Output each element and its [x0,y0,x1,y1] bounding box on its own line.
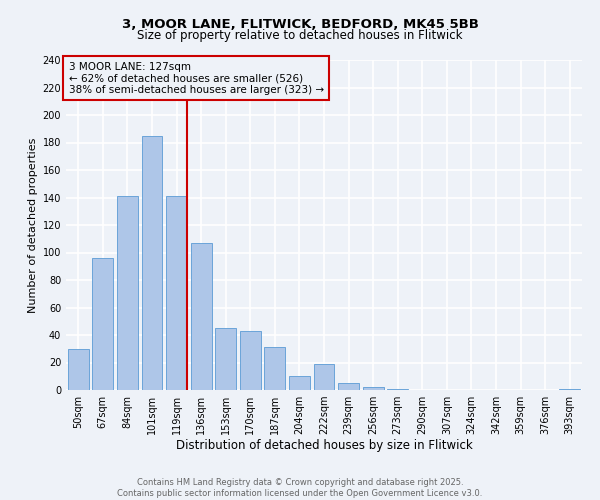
Bar [240,331,261,390]
Bar [166,196,187,390]
Bar [265,348,286,390]
Bar [191,243,212,390]
Bar [338,383,359,390]
Text: Contains HM Land Registry data © Crown copyright and database right 2025.
Contai: Contains HM Land Registry data © Crown c… [118,478,482,498]
Text: 3, MOOR LANE, FLITWICK, BEDFORD, MK45 5BB: 3, MOOR LANE, FLITWICK, BEDFORD, MK45 5B… [122,18,478,30]
Bar [289,376,310,390]
Bar [362,387,383,390]
Text: 3 MOOR LANE: 127sqm
← 62% of detached houses are smaller (526)
38% of semi-detac: 3 MOOR LANE: 127sqm ← 62% of detached ho… [68,62,324,95]
Bar [314,364,334,390]
Bar [559,388,580,390]
Bar [92,258,113,390]
Bar [117,196,138,390]
Bar [142,136,163,390]
Bar [68,349,89,390]
Bar [215,328,236,390]
Y-axis label: Number of detached properties: Number of detached properties [28,138,38,312]
Text: Size of property relative to detached houses in Flitwick: Size of property relative to detached ho… [137,29,463,42]
X-axis label: Distribution of detached houses by size in Flitwick: Distribution of detached houses by size … [176,438,472,452]
Bar [387,388,408,390]
